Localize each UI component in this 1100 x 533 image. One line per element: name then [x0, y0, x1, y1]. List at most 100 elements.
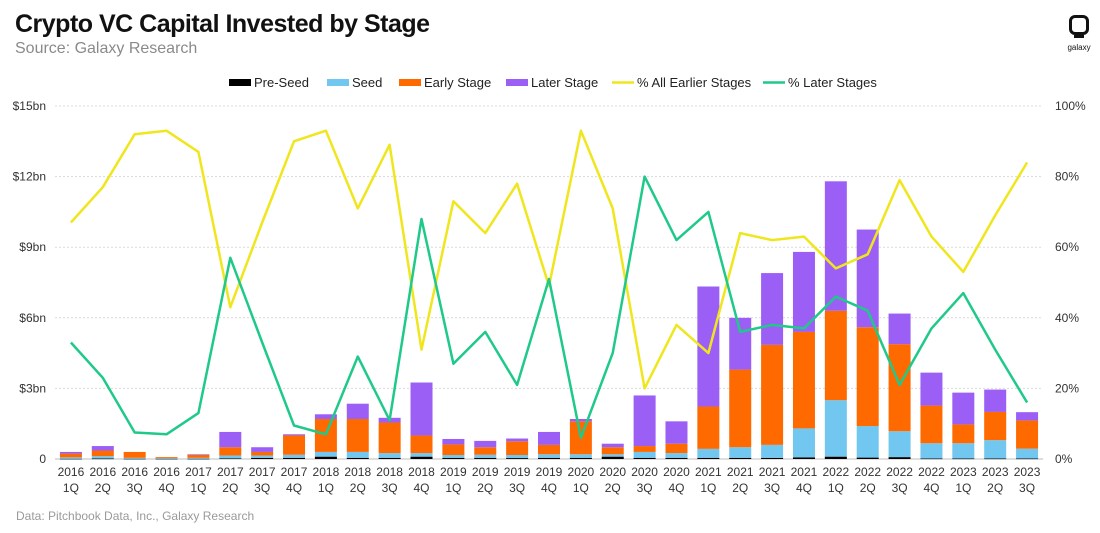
- bar-pre_seed: [601, 456, 624, 459]
- left-tick-label: $9bn: [19, 240, 46, 254]
- x-tick-quarter: 2Q: [350, 481, 366, 495]
- x-tick-year: 2016: [121, 465, 148, 479]
- left-tick-label: $15bn: [13, 99, 46, 113]
- bar-early: [761, 344, 784, 445]
- bar-early: [219, 447, 242, 456]
- x-tick-quarter: 3Q: [254, 481, 270, 495]
- bar-later: [59, 451, 82, 454]
- bar-pre_seed: [697, 457, 720, 459]
- x-tick-quarter: 1Q: [190, 481, 206, 495]
- bar-pre_seed: [856, 457, 879, 459]
- x-tick-year: 2019: [504, 465, 531, 479]
- x-tick-quarter: 4Q: [796, 481, 812, 495]
- left-tick-label: $12bn: [13, 170, 46, 184]
- bar-pre_seed: [506, 458, 529, 459]
- bar-pre_seed: [442, 457, 465, 459]
- bar-pre_seed: [569, 457, 592, 459]
- x-tick-quarter: 2Q: [605, 481, 621, 495]
- right-tick-label: 40%: [1055, 311, 1079, 325]
- x-tick-quarter: 4Q: [286, 481, 302, 495]
- bar-early: [378, 422, 401, 454]
- bar-pre_seed: [1016, 458, 1039, 460]
- bar-later: [569, 418, 592, 422]
- left-tick-label: $6bn: [19, 311, 46, 325]
- bar-seed: [888, 431, 911, 458]
- bar-pre_seed: [346, 457, 369, 459]
- bar-early: [474, 447, 497, 455]
- right-tick-label: 20%: [1055, 381, 1079, 395]
- galaxy-logo-icon: [1069, 15, 1089, 38]
- bar-pre_seed: [219, 458, 242, 459]
- bar-seed: [538, 454, 560, 458]
- x-tick-quarter: 3Q: [892, 481, 908, 495]
- bar-pre_seed: [952, 458, 975, 460]
- x-tick-year: 2021: [695, 465, 722, 479]
- bar-seed: [59, 457, 82, 459]
- legend-label-pct_earlier: % All Earlier Stages: [637, 75, 752, 90]
- bar-early: [633, 446, 656, 452]
- bar-seed: [984, 440, 1007, 459]
- bar-pre_seed: [665, 457, 688, 459]
- bar-seed: [856, 426, 879, 458]
- bar-later: [729, 317, 752, 370]
- x-axis-ticks: 2016 1Q 2016 2Q 2016 3Q 2016 4Q 2017 1Q 2017 2Q 2017…: [58, 465, 1041, 495]
- x-tick-quarter: 1Q: [573, 481, 589, 495]
- left-tick-label: 0: [39, 452, 46, 466]
- x-tick-year: 2022: [854, 465, 881, 479]
- x-tick-year: 2021: [791, 465, 818, 479]
- bar-seed: [474, 454, 497, 458]
- legend-swatch-pre_seed: [229, 79, 251, 86]
- x-tick-quarter: 3Q: [1019, 481, 1035, 495]
- x-tick-quarter: 4Q: [923, 481, 939, 495]
- bar-pre_seed: [729, 457, 752, 459]
- x-tick-year: 2023: [950, 465, 977, 479]
- bar-seed: [314, 451, 337, 457]
- legend-label-early: Early Stage: [424, 75, 491, 90]
- bar-later: [1016, 412, 1039, 421]
- x-tick-quarter: 1Q: [700, 481, 716, 495]
- bar-early: [155, 457, 178, 459]
- x-tick-year: 2016: [89, 465, 116, 479]
- bar-early: [824, 310, 847, 401]
- bar-early: [59, 453, 82, 458]
- bar-later: [601, 443, 624, 448]
- bar-pre_seed: [91, 458, 114, 460]
- x-tick-year: 2022: [918, 465, 945, 479]
- x-tick-quarter: 2Q: [987, 481, 1003, 495]
- bar-seed: [824, 400, 847, 457]
- left-axis-ticks: 0 $3bn $6bn $9bn $12bn $15bn: [13, 99, 47, 466]
- x-tick-year: 2019: [536, 465, 563, 479]
- line-series: [69, 129, 1029, 440]
- gridlines: [55, 105, 1043, 460]
- x-tick-year: 2017: [185, 465, 212, 479]
- bar-seed: [442, 454, 465, 458]
- bar-pre_seed: [314, 456, 337, 459]
- bar-later: [219, 431, 242, 448]
- bar-seed: [1016, 448, 1039, 459]
- x-tick-quarter: 1Q: [955, 481, 971, 495]
- bar-early: [697, 406, 720, 449]
- x-tick-year: 2021: [759, 465, 786, 479]
- x-tick-quarter: 4Q: [541, 481, 557, 495]
- data-source-note: Data: Pitchbook Data, Inc., Galaxy Resea…: [16, 509, 255, 523]
- bar-later: [410, 382, 433, 436]
- bar-early: [538, 444, 560, 455]
- x-tick-quarter: 2Q: [732, 481, 748, 495]
- bar-pre_seed: [538, 457, 560, 459]
- bar-later: [888, 313, 911, 345]
- bar-early: [346, 418, 369, 452]
- bar-pre_seed: [251, 457, 274, 459]
- bar-seed: [410, 453, 433, 457]
- legend-swatch-early: [399, 79, 421, 86]
- right-tick-label: 80%: [1055, 170, 1079, 184]
- x-tick-quarter: 2Q: [222, 481, 238, 495]
- bar-seed: [378, 453, 401, 458]
- bar-pre_seed: [283, 457, 306, 459]
- bar-pre_seed: [187, 458, 210, 460]
- bar-seed: [601, 454, 624, 457]
- galaxy-logo-text: galaxy: [1067, 43, 1091, 52]
- x-tick-quarter: 1Q: [828, 481, 844, 495]
- bar-later: [538, 431, 560, 445]
- bar-seed: [952, 443, 975, 459]
- right-tick-label: 0%: [1055, 452, 1073, 466]
